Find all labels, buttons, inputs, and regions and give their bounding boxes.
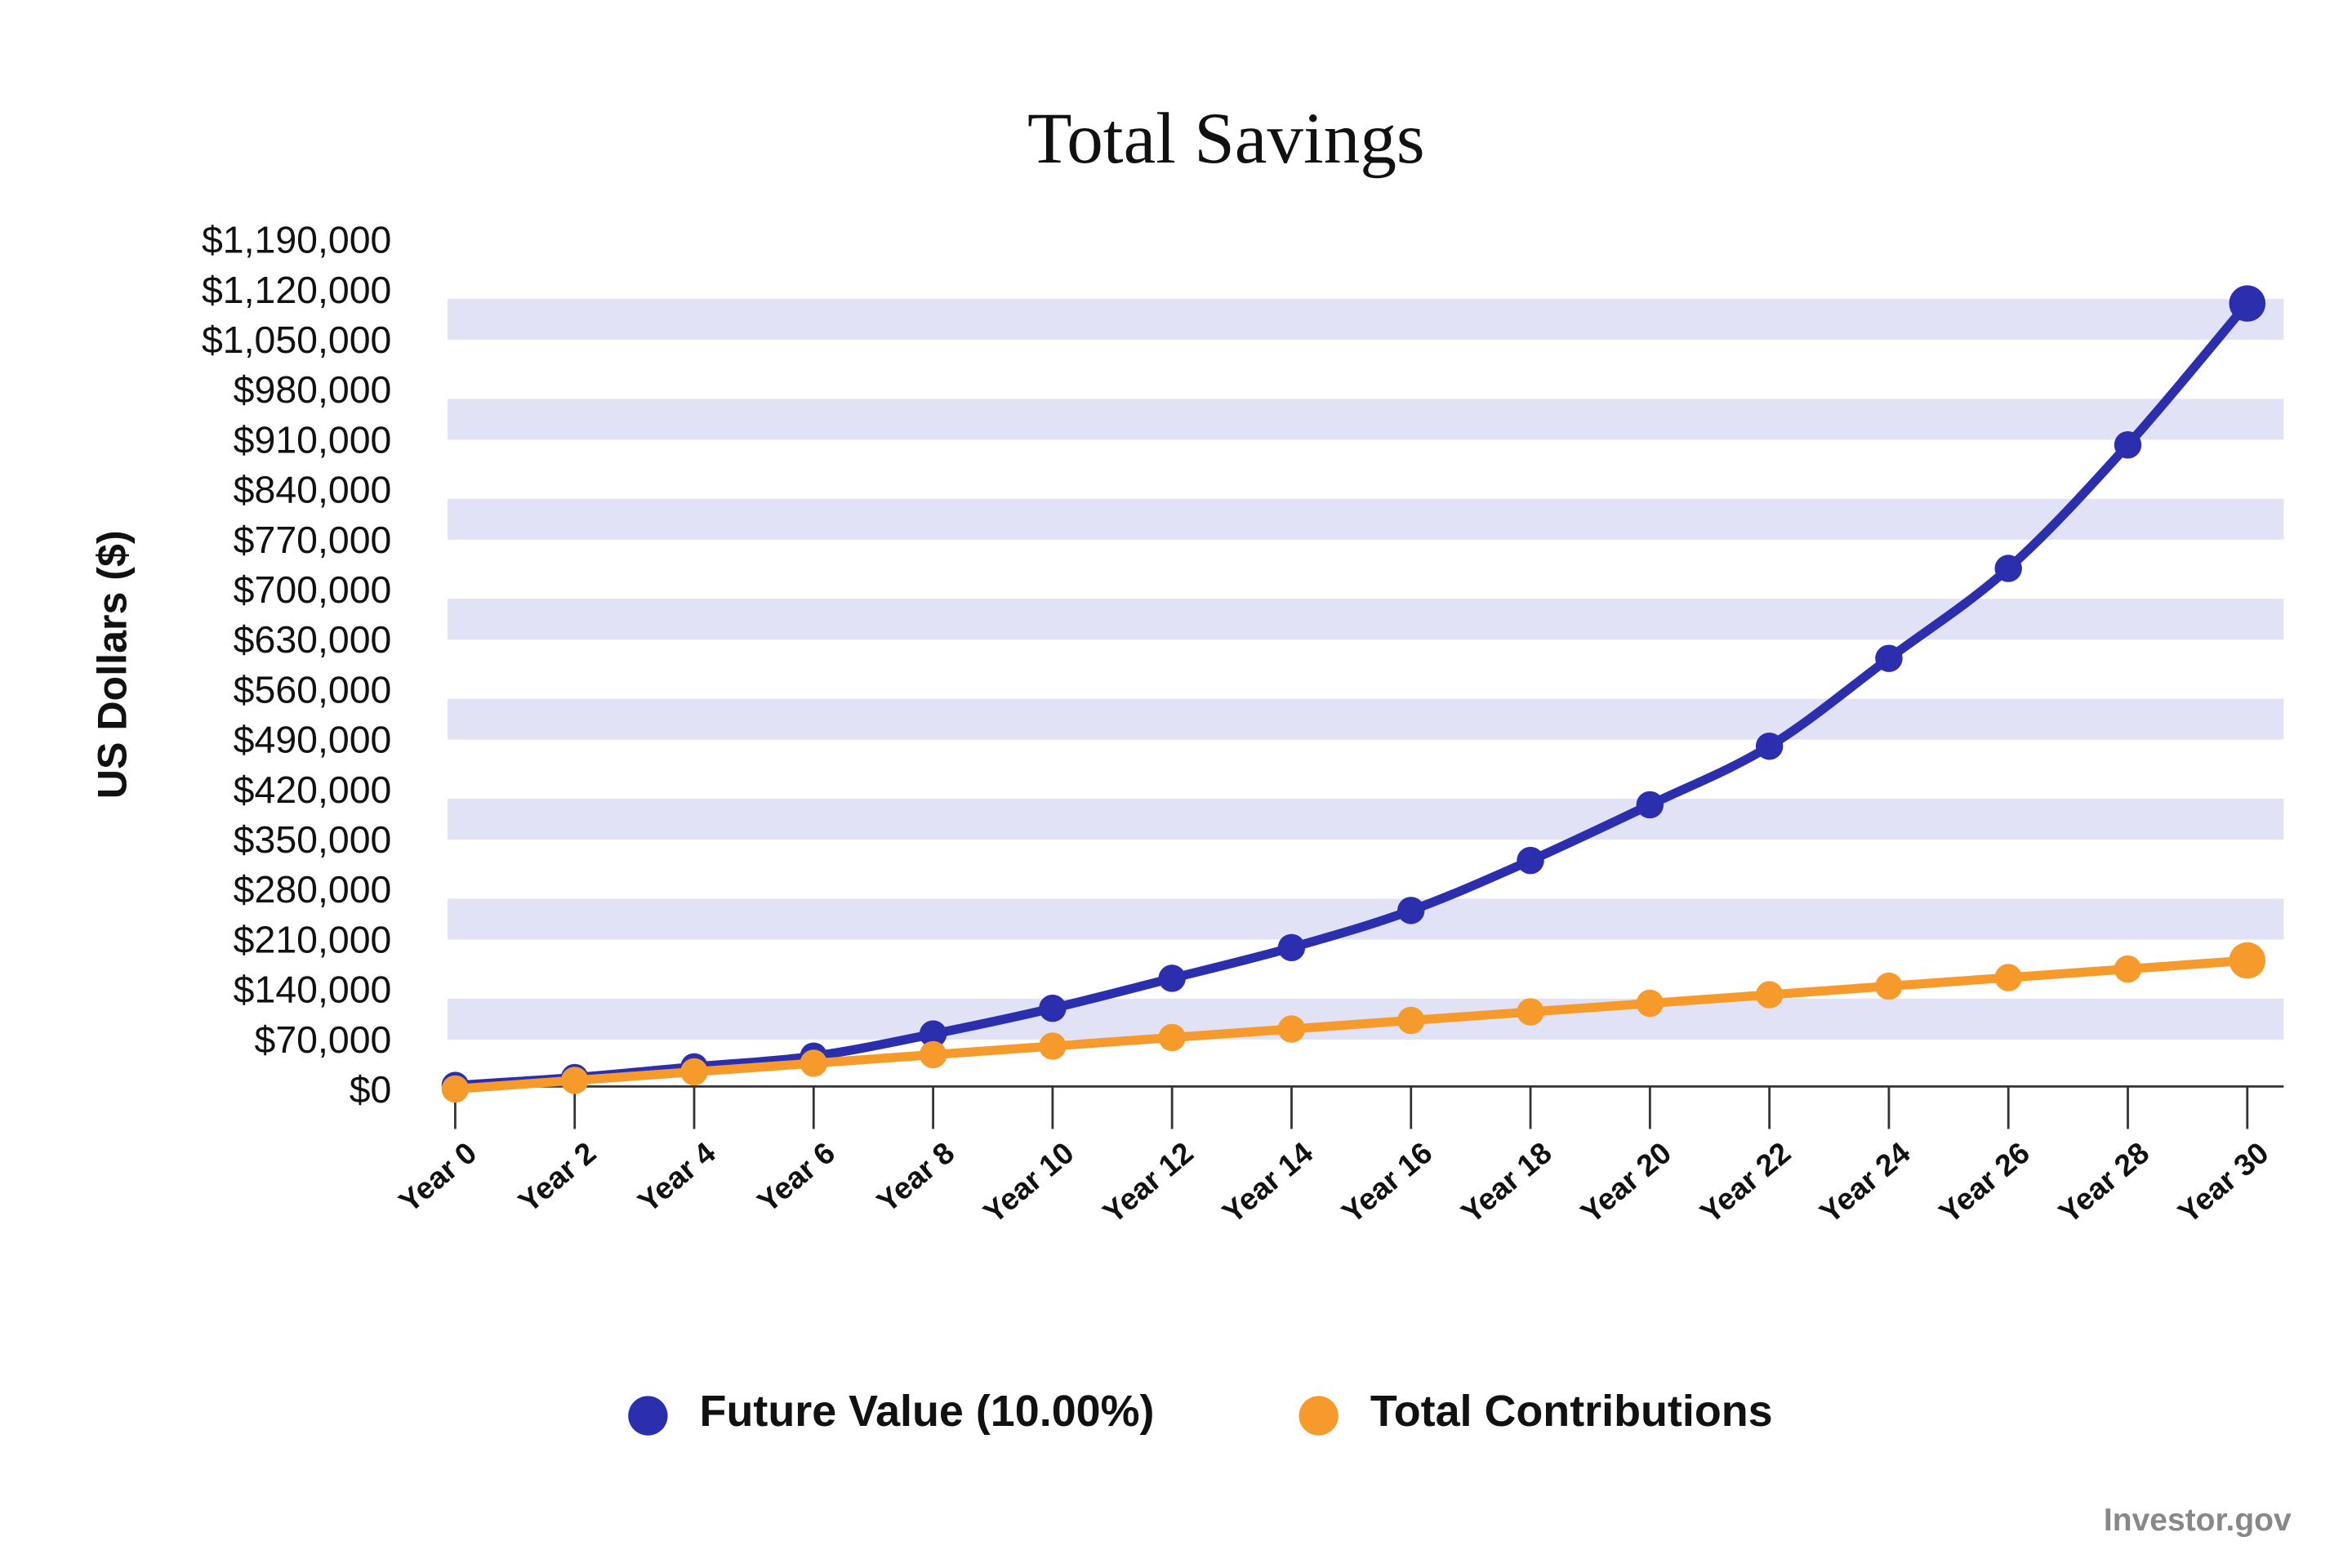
data-point — [1875, 972, 1903, 1000]
grid-band — [448, 498, 2284, 540]
y-tick-label: $140,000 — [234, 969, 392, 1011]
data-point — [1755, 733, 1784, 760]
y-tick-label: $490,000 — [234, 719, 392, 761]
data-point — [2229, 942, 2266, 979]
data-point — [1755, 981, 1784, 1009]
x-tick-label: Year 2 — [512, 1135, 603, 1219]
data-point — [1517, 846, 1544, 875]
data-point — [919, 1020, 947, 1048]
x-tick-label: Year 10 — [977, 1135, 1080, 1230]
data-point — [800, 1049, 828, 1077]
legend-marker — [1298, 1396, 1339, 1436]
x-tick-label: Year 16 — [1335, 1135, 1439, 1230]
y-tick-label: $350,000 — [234, 818, 392, 861]
data-point — [2114, 955, 2142, 983]
legend-label: Future Value (10.00%) — [700, 1387, 1155, 1436]
data-point — [2114, 431, 2142, 459]
x-tick-label: Year 28 — [2052, 1135, 2156, 1230]
data-point — [2229, 285, 2266, 322]
y-tick-label: $1,120,000 — [202, 269, 391, 311]
data-point — [441, 1075, 470, 1103]
grid-band — [448, 698, 2284, 740]
data-point — [1277, 1015, 1306, 1043]
data-point — [1994, 555, 2022, 582]
x-tick-label: Year 30 — [2172, 1135, 2275, 1230]
y-axis-label: US Dollars ($) — [89, 530, 135, 799]
x-tick-label: Year 22 — [1694, 1135, 1797, 1230]
y-tick-label: $420,000 — [234, 768, 392, 811]
y-tick-label: $770,000 — [234, 519, 392, 561]
grid-bands — [448, 298, 2284, 1040]
y-tick-label: $210,000 — [234, 918, 392, 960]
y-tick-label: $70,000 — [255, 1018, 392, 1061]
x-tick-label: Year 18 — [1454, 1135, 1558, 1230]
x-tick-label: Year 20 — [1574, 1135, 1677, 1230]
data-point — [1636, 791, 1664, 819]
x-tick-label: Year 0 — [392, 1135, 483, 1219]
x-tick-label: Year 26 — [1932, 1135, 2036, 1230]
data-point — [1636, 989, 1664, 1018]
x-tick-label: Year 4 — [631, 1135, 722, 1219]
series-line — [450, 956, 2252, 1094]
data-point — [1397, 1006, 1425, 1035]
x-tick-label: Year 14 — [1215, 1135, 1319, 1230]
y-tick-label: $280,000 — [234, 868, 392, 911]
data-point — [560, 1067, 589, 1094]
data-point — [680, 1058, 708, 1086]
grid-band — [448, 898, 2284, 940]
grid-band — [448, 599, 2284, 640]
data-point — [1517, 998, 1544, 1026]
y-tick-label: $910,000 — [234, 418, 392, 461]
data-point — [1875, 644, 1903, 672]
y-tick-label: $560,000 — [234, 668, 392, 710]
series-line — [450, 299, 2252, 1090]
x-tick-label: Year 8 — [870, 1135, 960, 1219]
data-point — [1994, 964, 2022, 991]
y-tick-label: $700,000 — [234, 568, 392, 611]
y-tick-label: $840,000 — [234, 469, 392, 511]
legend-marker — [628, 1396, 668, 1436]
x-tick-label: Year 12 — [1096, 1135, 1200, 1230]
x-tick-label: Year 6 — [751, 1135, 841, 1219]
y-tick-label: $980,000 — [234, 368, 392, 411]
grid-band — [448, 998, 2284, 1040]
legend-label: Total Contributions — [1370, 1387, 1773, 1436]
grid-band — [448, 298, 2284, 340]
data-point — [1277, 933, 1306, 962]
chart-title: Total Savings — [1027, 99, 1425, 179]
data-point — [1039, 1032, 1067, 1060]
y-tick-label: $0 — [350, 1068, 392, 1111]
y-tick-label: $1,050,000 — [202, 318, 391, 361]
data-point — [1397, 897, 1425, 924]
y-tick-label: $630,000 — [234, 618, 392, 661]
grid-band — [448, 399, 2284, 440]
data-point — [919, 1040, 947, 1069]
data-point — [1158, 964, 1186, 992]
grid-band — [448, 799, 2284, 840]
source: Investor.gov — [2104, 1503, 2292, 1538]
data-point — [1158, 1023, 1186, 1052]
x-tick-label: Year 24 — [1813, 1135, 1917, 1230]
data-point — [1039, 994, 1067, 1022]
y-tick-label: $1,190,000 — [202, 219, 391, 261]
